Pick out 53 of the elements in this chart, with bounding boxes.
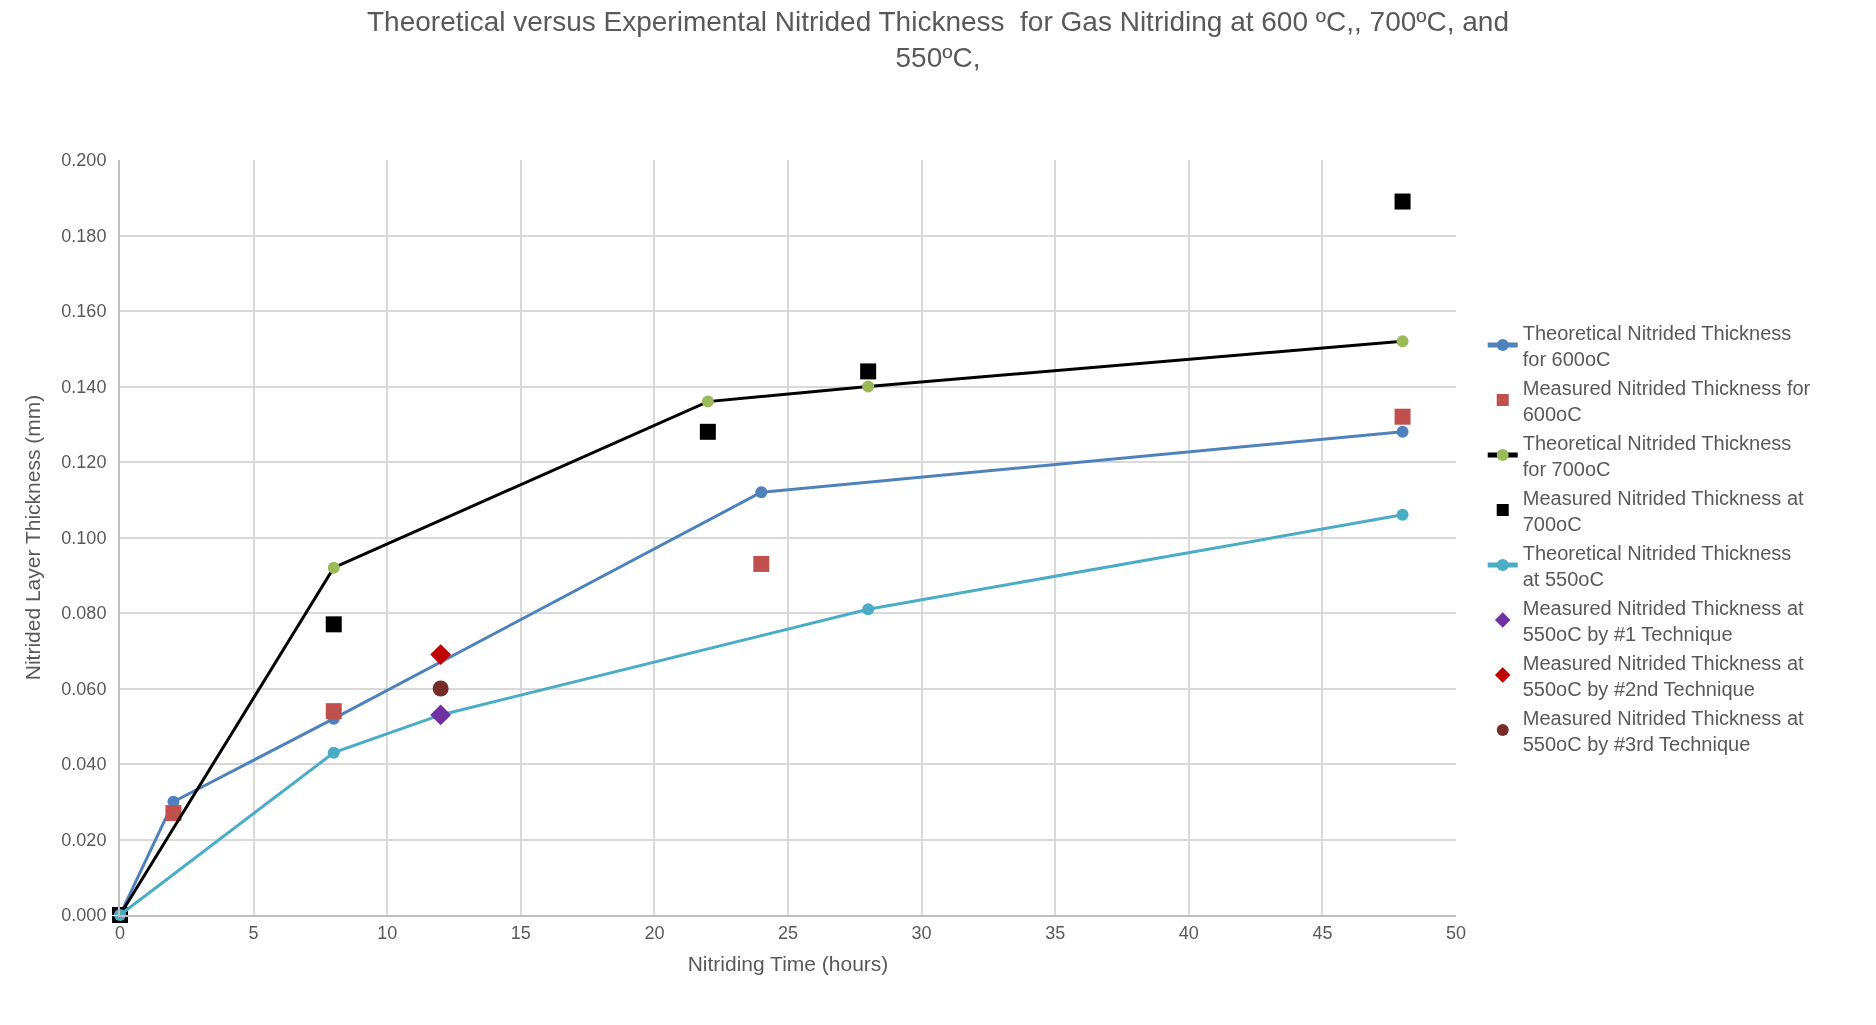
point [165,805,182,822]
point [860,363,877,380]
y-tick-label: 0.000 [61,905,107,926]
chart-title: Theoretical versus Experimental Nitrided Thickness for Gas Nitriding at 600 ºC,, 700ºC, and 550ºC, [367,5,1509,74]
y-tick-label: 0.080 [61,603,107,624]
legend-label: Theoretical Nitrided Thickness at 550oC [1522,541,1792,590]
point [325,616,342,633]
y-tick-label: 0.160 [61,301,107,322]
legend-label: Measured Nitrided Thickness at 700oC [1522,486,1805,535]
point [1396,508,1409,521]
x-tick-label: 25 [777,922,799,943]
point [327,746,340,759]
y-axis-title: Nitrided Layer Thickness (mm) [21,394,44,681]
legend-label: Theoretical Nitrided Thickness for 600oC [1522,321,1792,370]
x-axis-title: Nitriding Time (hours) [687,952,889,976]
point [862,380,875,393]
y-tick-label: 0.100 [61,527,107,548]
point [327,561,340,574]
point [701,395,714,408]
x-tick-label: 15 [510,922,531,943]
point [753,555,770,572]
x-tick-label: 35 [1045,922,1066,943]
point [432,680,449,697]
y-tick-label: 0.120 [61,452,107,473]
point [430,704,452,726]
point [430,644,452,665]
y-tick-label: 0.060 [61,678,107,699]
x-tick-label: 5 [248,922,259,943]
x-tick-label: 20 [644,922,665,943]
point [1396,335,1409,348]
legend-label: Measured Nitrided Thickness for 600oC [1522,376,1811,425]
legend-label: Theoretical Nitrided Thickness for 700oC [1522,431,1792,480]
x-tick-label: 40 [1178,922,1199,943]
legend-label: Measured Nitrided Thickness at 550oC by #3rd Technique [1522,706,1805,755]
y-tick-label: 0.200 [61,150,107,171]
point [862,603,875,616]
y-tick-label: 0.140 [61,376,107,397]
point [325,703,342,720]
point [755,486,768,499]
point [1396,425,1409,438]
point [699,423,716,440]
x-tick-label: 45 [1312,922,1333,943]
legend-label: Measured Nitrided Thickness at 550oC by #1 Technique [1522,596,1805,645]
y-tick-label: 0.180 [61,225,107,246]
y-tick-label: 0.040 [61,754,107,775]
x-tick-label: 0 [114,922,126,943]
x-tick-label: 30 [911,922,932,943]
point [1394,408,1411,425]
y-tick-label: 0.020 [61,829,107,850]
point [1394,193,1411,210]
x-tick-label: 50 [1445,922,1467,943]
legend-label: Measured Nitrided Thickness at 550oC by #2nd Technique [1522,651,1805,700]
x-tick-label: 10 [377,922,398,943]
